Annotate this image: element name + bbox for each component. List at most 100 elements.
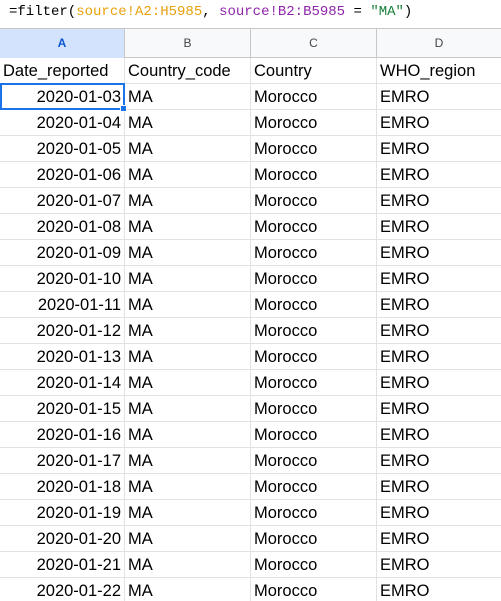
cell-country[interactable]: Morocco (251, 84, 377, 110)
cell-date-reported[interactable]: 2020-01-04 (0, 110, 125, 136)
cell-date-reported[interactable]: 2020-01-21 (0, 552, 125, 578)
cell-country-code[interactable]: MA (125, 448, 251, 474)
cell-country[interactable]: Morocco (251, 474, 377, 500)
cell-country-code[interactable]: MA (125, 266, 251, 292)
cell-date-reported[interactable]: 2020-01-06 (0, 162, 125, 188)
cell-country-code[interactable]: MA (125, 474, 251, 500)
column-header-c[interactable]: C (251, 29, 377, 58)
cell-date-reported[interactable]: 2020-01-09 (0, 240, 125, 266)
cell-country-code[interactable]: MA (125, 162, 251, 188)
cell-country-code[interactable]: MA (125, 110, 251, 136)
cell-country[interactable]: Morocco (251, 292, 377, 318)
cell-country[interactable]: Morocco (251, 318, 377, 344)
cell-date-reported[interactable]: 2020-01-17 (0, 448, 125, 474)
cell-who-region[interactable]: EMRO (380, 322, 430, 340)
cell-country-code[interactable]: MA (125, 240, 251, 266)
cell-date-reported[interactable]: 2020-01-20 (0, 526, 125, 552)
cell-who-region[interactable]: EMRO (380, 374, 430, 392)
formula-prefix: =filter( (9, 4, 77, 20)
cell-date-reported[interactable]: 2020-01-19 (0, 500, 125, 526)
cell-country[interactable]: Country (251, 58, 377, 84)
cell-who-region[interactable]: WHO_region (380, 62, 476, 80)
table-row: 2020-01-05 MA Morocco EMRO (0, 136, 501, 162)
cell-who-region[interactable]: EMRO (380, 296, 430, 314)
cell-date-reported[interactable]: 2020-01-14 (0, 370, 125, 396)
cell-who-region[interactable]: EMRO (380, 400, 430, 418)
cell-country[interactable]: Morocco (251, 266, 377, 292)
cell-country[interactable]: Morocco (251, 110, 377, 136)
cell-country-code[interactable]: MA (125, 318, 251, 344)
cell-country-code[interactable]: MA (125, 344, 251, 370)
formula-separator: , (202, 4, 220, 20)
cell-country[interactable]: Morocco (251, 136, 377, 162)
formula-string-literal: "MA" (370, 4, 404, 20)
column-header-a[interactable]: A (0, 29, 125, 58)
cell-date-reported[interactable]: 2020-01-10 (0, 266, 125, 292)
cell-who-region[interactable]: EMRO (380, 270, 430, 288)
cell-country[interactable]: Morocco (251, 500, 377, 526)
cell-country[interactable]: Morocco (251, 240, 377, 266)
cell-who-region[interactable]: EMRO (380, 192, 430, 210)
cell-who-region[interactable]: EMRO (380, 140, 430, 158)
cell-date-reported[interactable]: 2020-01-05 (0, 136, 125, 162)
cell-date-reported[interactable]: 2020-01-11 (0, 292, 125, 318)
cell-who-region[interactable]: EMRO (380, 556, 430, 574)
cell-country[interactable]: Morocco (251, 448, 377, 474)
cell-who-region[interactable]: EMRO (380, 452, 430, 470)
cell-who-region[interactable]: EMRO (380, 582, 430, 600)
formula-criteria-ref: source!B2:B5985 (219, 4, 346, 20)
cell-who-region[interactable]: EMRO (380, 88, 430, 106)
cell-who-region[interactable]: EMRO (380, 166, 430, 184)
cell-date-reported[interactable]: Date_reported (0, 58, 125, 84)
cell-date-reported[interactable]: 2020-01-12 (0, 318, 125, 344)
formula-operator: = (345, 4, 371, 20)
cell-date-reported[interactable]: 2020-01-16 (0, 422, 125, 448)
cell-country[interactable]: Morocco (251, 162, 377, 188)
cell-who-region[interactable]: EMRO (380, 530, 430, 548)
cell-country[interactable]: Morocco (251, 396, 377, 422)
cell-country-code[interactable]: MA (125, 136, 251, 162)
cell-date-reported[interactable]: 2020-01-07 (0, 188, 125, 214)
cell-country-code[interactable]: MA (125, 292, 251, 318)
cell-country[interactable]: Morocco (251, 344, 377, 370)
cell-who-region[interactable]: EMRO (380, 478, 430, 496)
cell-country-code[interactable]: MA (125, 214, 251, 240)
cell-country-code[interactable]: MA (125, 422, 251, 448)
cell-country[interactable]: Morocco (251, 422, 377, 448)
cell-country-code[interactable]: MA (125, 396, 251, 422)
column-header-b[interactable]: B (125, 29, 251, 58)
cell-country-code[interactable]: MA (125, 84, 251, 110)
formula-suffix: ) (403, 4, 413, 20)
cell-country[interactable]: Morocco (251, 214, 377, 240)
cell-date-reported[interactable]: 2020-01-03 (0, 84, 125, 110)
cell-date-reported[interactable]: 2020-01-08 (0, 214, 125, 240)
cell-date-reported[interactable]: 2020-01-15 (0, 396, 125, 422)
cell-country[interactable]: Morocco (251, 552, 377, 578)
cell-who-region[interactable]: EMRO (380, 114, 430, 132)
table-row: 2020-01-10 MA Morocco EMRO (0, 266, 501, 292)
cell-who-region[interactable]: EMRO (380, 348, 430, 366)
table-row: 2020-01-22 MA Morocco EMRO (0, 578, 501, 601)
cell-date-reported[interactable]: 2020-01-22 (0, 578, 125, 601)
cell-country-code[interactable]: Country_code (125, 58, 251, 84)
cell-country-code[interactable]: MA (125, 526, 251, 552)
formula-bar[interactable]: =filter(source!A2:H5985, source!B2:B5985… (0, 0, 501, 29)
column-header-d[interactable]: D (434, 36, 444, 50)
cell-who-region[interactable]: EMRO (380, 218, 430, 236)
cell-who-region[interactable]: EMRO (380, 504, 430, 522)
cell-country-code[interactable]: MA (125, 188, 251, 214)
cell-who-region[interactable]: EMRO (380, 244, 430, 262)
cell-country[interactable]: Morocco (251, 578, 377, 601)
cell-country-code[interactable]: MA (125, 370, 251, 396)
formula-range-ref: source!A2:H5985 (76, 4, 203, 20)
cell-date-reported[interactable]: 2020-01-18 (0, 474, 125, 500)
cell-country[interactable]: Morocco (251, 370, 377, 396)
cell-date-reported[interactable]: 2020-01-13 (0, 344, 125, 370)
table-row: 2020-01-09 MA Morocco EMRO (0, 240, 501, 266)
cell-country[interactable]: Morocco (251, 526, 377, 552)
cell-who-region[interactable]: EMRO (380, 426, 430, 444)
cell-country-code[interactable]: MA (125, 500, 251, 526)
cell-country-code[interactable]: MA (125, 552, 251, 578)
cell-country-code[interactable]: MA (125, 578, 251, 601)
cell-country[interactable]: Morocco (251, 188, 377, 214)
